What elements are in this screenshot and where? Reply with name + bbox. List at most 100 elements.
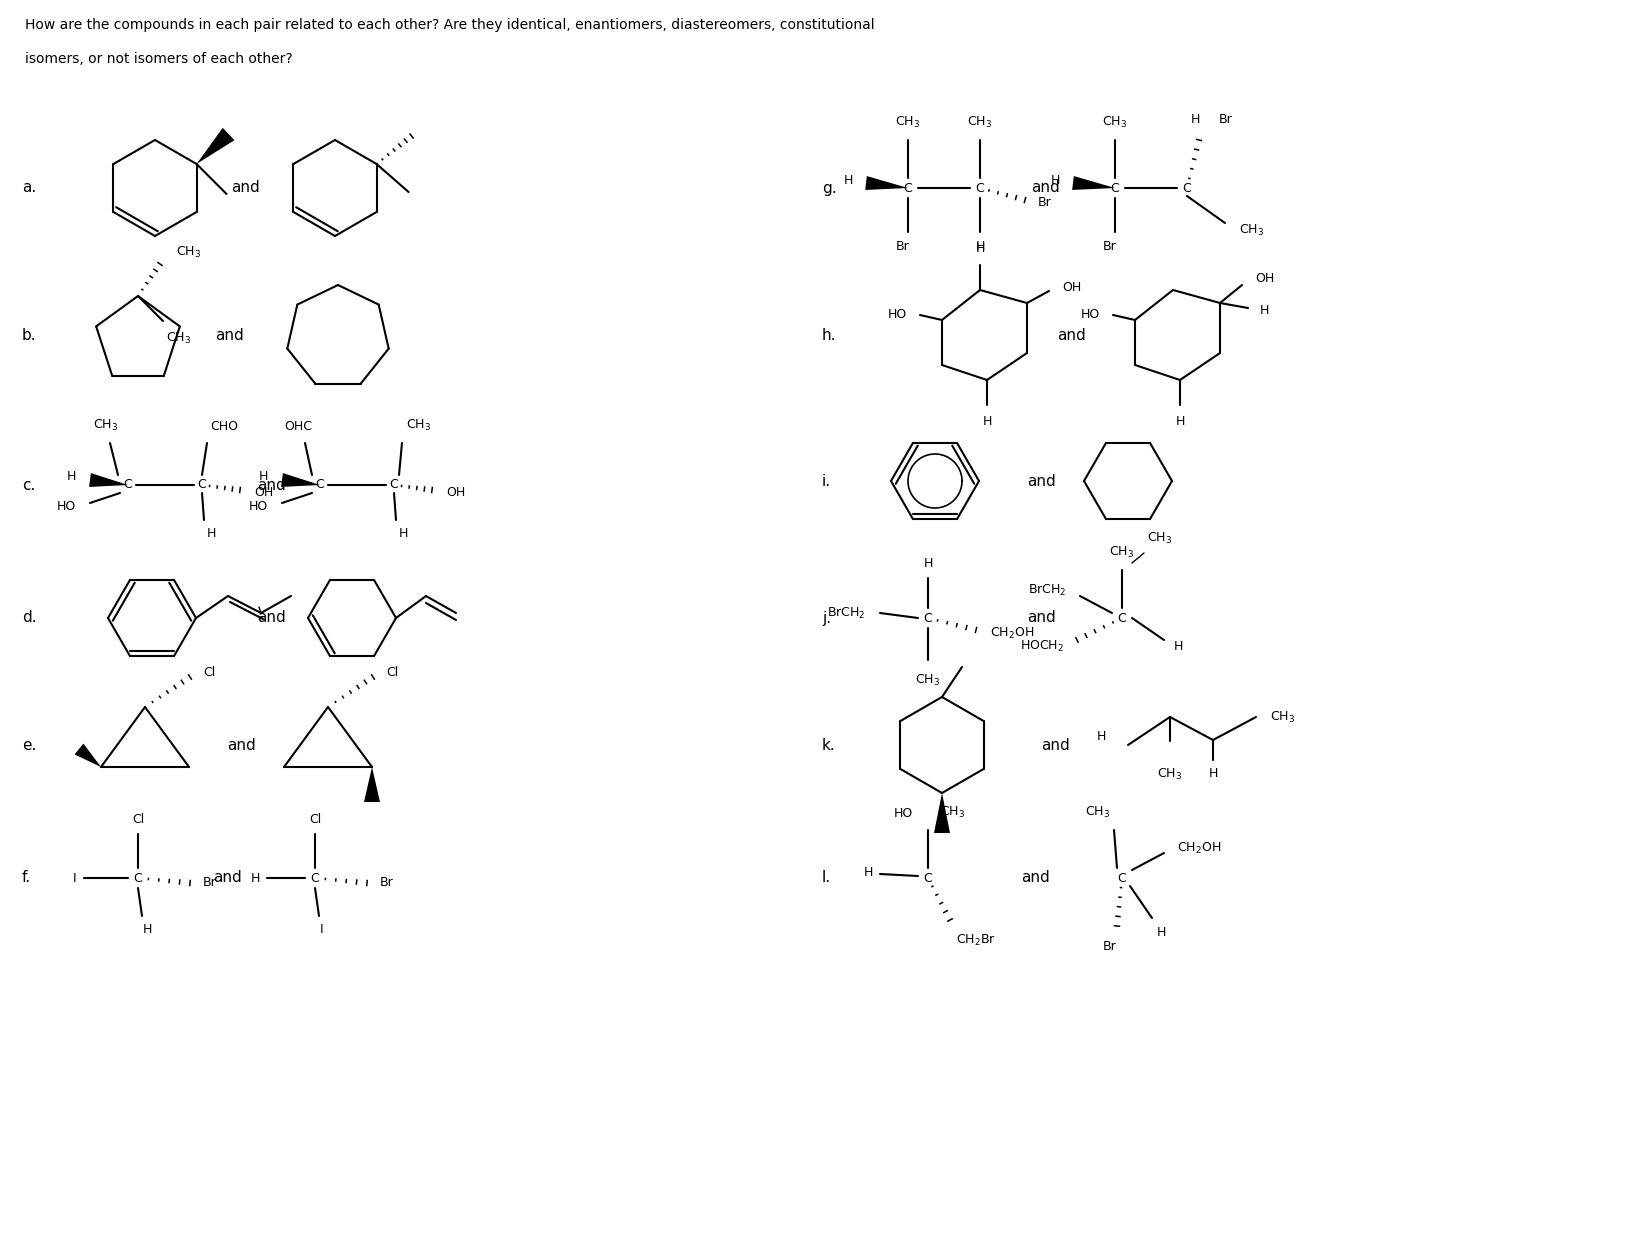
Text: HO: HO [57, 501, 75, 513]
Text: H: H [982, 415, 992, 428]
Text: Cl: Cl [309, 813, 321, 827]
Text: k.: k. [822, 737, 837, 752]
Text: H: H [976, 242, 985, 255]
Text: C: C [316, 479, 324, 491]
Text: H: H [1051, 174, 1061, 186]
Text: and: and [1031, 180, 1059, 195]
Text: CH$_3$: CH$_3$ [915, 672, 941, 689]
Text: and: and [213, 870, 242, 885]
Text: C: C [904, 181, 912, 194]
Polygon shape [88, 474, 128, 487]
Text: Br: Br [895, 240, 910, 254]
Text: H: H [843, 174, 853, 186]
Text: C: C [311, 871, 319, 885]
Text: How are the compounds in each pair related to each other? Are they identical, en: How are the compounds in each pair relat… [25, 17, 874, 32]
Text: H: H [142, 924, 152, 936]
Text: C: C [1110, 181, 1120, 194]
Text: OH: OH [1256, 271, 1274, 285]
Text: Br: Br [1103, 940, 1116, 953]
Text: H: H [399, 527, 408, 539]
Text: OH: OH [254, 486, 273, 500]
Text: H: H [259, 471, 268, 484]
Text: and: and [1028, 610, 1056, 625]
Text: CH$_3$: CH$_3$ [967, 114, 992, 131]
Text: i.: i. [822, 474, 832, 488]
Text: C: C [124, 479, 133, 491]
Text: H: H [67, 471, 75, 484]
Text: e.: e. [21, 737, 36, 752]
Text: and: and [1020, 870, 1049, 885]
Text: and: and [216, 327, 244, 343]
Text: H: H [864, 866, 873, 880]
Text: BrCH$_2$: BrCH$_2$ [827, 605, 866, 620]
Text: C: C [976, 181, 984, 194]
Text: Br: Br [1103, 240, 1116, 254]
Text: and: and [1028, 474, 1056, 488]
Text: Cl: Cl [386, 665, 398, 679]
Text: and: and [257, 477, 286, 492]
Text: CH$_3$: CH$_3$ [1239, 222, 1264, 237]
Text: CH$_3$: CH$_3$ [1085, 805, 1110, 820]
Text: CH$_3$: CH$_3$ [406, 418, 431, 433]
Text: j.: j. [822, 610, 832, 625]
Text: H: H [1190, 113, 1200, 126]
Text: and: and [228, 737, 257, 752]
Text: CH$_2$Br: CH$_2$Br [956, 933, 995, 948]
Text: CH$_2$OH: CH$_2$OH [990, 625, 1035, 640]
Text: C: C [1118, 871, 1126, 885]
Text: C: C [134, 871, 142, 885]
Text: Cl: Cl [133, 813, 144, 827]
Text: Br: Br [380, 876, 395, 890]
Text: C: C [1182, 181, 1192, 194]
Text: CH$_3$: CH$_3$ [940, 805, 966, 820]
Text: and: and [1041, 737, 1069, 752]
Text: H: H [1174, 639, 1184, 653]
Text: H: H [206, 527, 216, 539]
Text: CH$_3$: CH$_3$ [1102, 114, 1128, 131]
Text: CHO: CHO [210, 420, 237, 433]
Text: d.: d. [21, 610, 36, 625]
Text: g.: g. [822, 180, 837, 195]
Text: C: C [1118, 612, 1126, 624]
Polygon shape [1072, 177, 1115, 190]
Polygon shape [282, 474, 319, 487]
Text: CH$_3$: CH$_3$ [177, 245, 201, 260]
Text: I: I [319, 924, 324, 936]
Text: and: and [257, 610, 286, 625]
Text: CH$_3$: CH$_3$ [1110, 544, 1134, 561]
Text: H: H [250, 871, 260, 885]
Polygon shape [363, 767, 380, 802]
Text: OH: OH [445, 486, 465, 500]
Text: H: H [1097, 731, 1107, 743]
Text: CH$_3$: CH$_3$ [1157, 767, 1182, 782]
Text: c.: c. [21, 477, 36, 492]
Text: f.: f. [21, 870, 31, 885]
Text: Cl: Cl [203, 665, 214, 679]
Text: HO: HO [887, 308, 907, 322]
Text: Br: Br [1220, 113, 1233, 126]
Text: and: and [1058, 327, 1087, 343]
Polygon shape [935, 793, 949, 833]
Text: HOCH$_2$: HOCH$_2$ [1020, 639, 1064, 654]
Text: H: H [976, 240, 985, 254]
Text: HO: HO [249, 501, 268, 513]
Text: isomers, or not isomers of each other?: isomers, or not isomers of each other? [25, 52, 293, 66]
Text: b.: b. [21, 327, 36, 343]
Polygon shape [75, 743, 101, 767]
Polygon shape [196, 128, 234, 164]
Text: Br: Br [203, 876, 216, 890]
Text: C: C [198, 479, 206, 491]
Text: H: H [923, 557, 933, 571]
Text: Br: Br [1038, 196, 1051, 210]
Text: C: C [923, 871, 933, 885]
Text: C: C [923, 612, 933, 624]
Text: OH: OH [1062, 281, 1082, 295]
Text: CH$_3$: CH$_3$ [93, 418, 118, 433]
Text: CH$_2$OH: CH$_2$OH [1177, 840, 1221, 855]
Text: H: H [1208, 767, 1218, 781]
Text: HO: HO [1080, 308, 1100, 322]
Text: H: H [1260, 305, 1269, 317]
Polygon shape [866, 177, 909, 190]
Text: HO: HO [894, 807, 913, 820]
Text: C: C [390, 479, 398, 491]
